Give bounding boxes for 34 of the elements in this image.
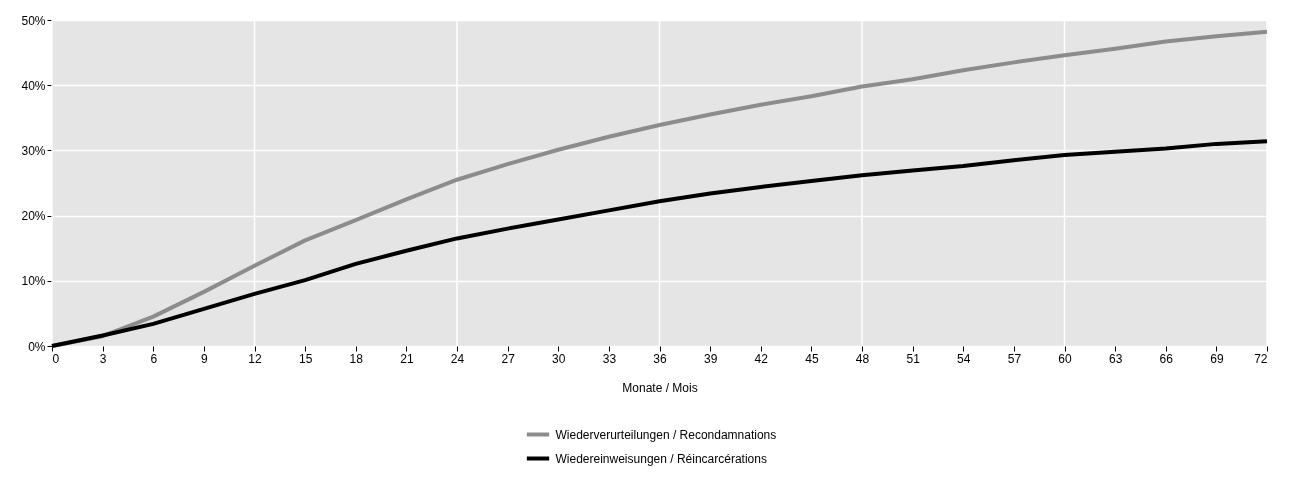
- x-tick-label: 9: [201, 351, 209, 366]
- x-tick-label: 42: [754, 351, 769, 366]
- y-tick-label: 20%: [21, 209, 46, 224]
- x-tick-label: 69: [1210, 351, 1224, 366]
- y-tick-label: 40%: [21, 78, 46, 93]
- y-tick-label: 30%: [21, 143, 46, 158]
- x-tick-label: 15: [298, 351, 313, 366]
- legend-label: Wiedereinweisungen / Réincarcérations: [555, 451, 767, 466]
- y-tick-label: 0%: [28, 339, 46, 354]
- x-tick-label: 66: [1159, 351, 1174, 366]
- y-tick-label: 50%: [21, 13, 46, 28]
- x-tick-label: 36: [653, 351, 667, 366]
- x-tick-label: 6: [150, 351, 158, 366]
- y-tick-label: 10%: [21, 274, 46, 289]
- x-tick-label: 54: [957, 351, 971, 366]
- x-tick-label: 57: [1007, 351, 1022, 366]
- x-tick-label: 30: [552, 351, 566, 366]
- x-tick-label: 39: [703, 351, 718, 366]
- x-tick-label: 45: [805, 351, 819, 366]
- x-tick-label: 18: [349, 351, 364, 366]
- x-tick-label: 63: [1108, 351, 1123, 366]
- x-tick-label: 72: [1254, 351, 1268, 366]
- x-tick-label: 3: [99, 351, 107, 366]
- x-tick-label: 0: [52, 351, 60, 366]
- legend-label: Wiederverurteilungen / Recondamnations: [555, 427, 777, 442]
- x-axis-title: Monate / Mois: [622, 380, 698, 395]
- x-tick-label: 60: [1058, 351, 1072, 366]
- x-tick-label: 27: [501, 351, 516, 366]
- x-tick-label: 12: [248, 351, 262, 366]
- x-tick-label: 24: [450, 351, 465, 366]
- x-tick-label: 33: [602, 351, 617, 366]
- x-tick-label: 21: [400, 351, 414, 366]
- x-tick-label: 51: [906, 351, 921, 366]
- x-tick-label: 48: [855, 351, 870, 366]
